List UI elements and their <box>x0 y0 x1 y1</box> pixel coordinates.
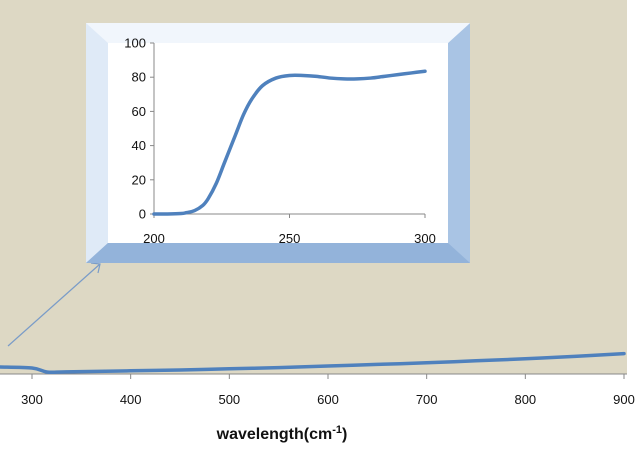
inset-chart: 0 20 40 60 80 100 200 250 300 <box>86 23 470 263</box>
inset-y-tick-label: 100 <box>124 36 146 51</box>
inset-frame-bevel-left <box>86 23 108 263</box>
main-x-tick-labels: 300 400 500 600 700 800 900 <box>21 392 635 407</box>
inset-frame-bevel-bottom <box>86 243 470 263</box>
inset-y-tick-label: 0 <box>139 207 146 222</box>
inset-y-tick-label: 40 <box>132 138 146 153</box>
inset-x-tick-label: 300 <box>414 231 436 246</box>
inset-y-tick-label: 80 <box>132 70 146 85</box>
inset-y-tick-label: 20 <box>132 172 146 187</box>
main-x-tick-label: 900 <box>613 392 635 407</box>
main-x-tick-label: 500 <box>218 392 240 407</box>
main-x-axis <box>0 374 627 379</box>
main-x-tick-label: 300 <box>21 392 43 407</box>
main-x-tick-label: 800 <box>514 392 536 407</box>
inset-x-tick-label: 200 <box>143 231 165 246</box>
inset-x-tick-label: 250 <box>279 231 301 246</box>
inset-y-tick-label: 60 <box>132 104 146 119</box>
main-x-tick-label: 600 <box>317 392 339 407</box>
inset-frame-bevel-right <box>448 23 470 263</box>
main-x-tick-label: 700 <box>416 392 438 407</box>
main-x-axis-label: wavelength(cm-1) <box>216 424 348 443</box>
main-x-tick-label: 400 <box>120 392 142 407</box>
